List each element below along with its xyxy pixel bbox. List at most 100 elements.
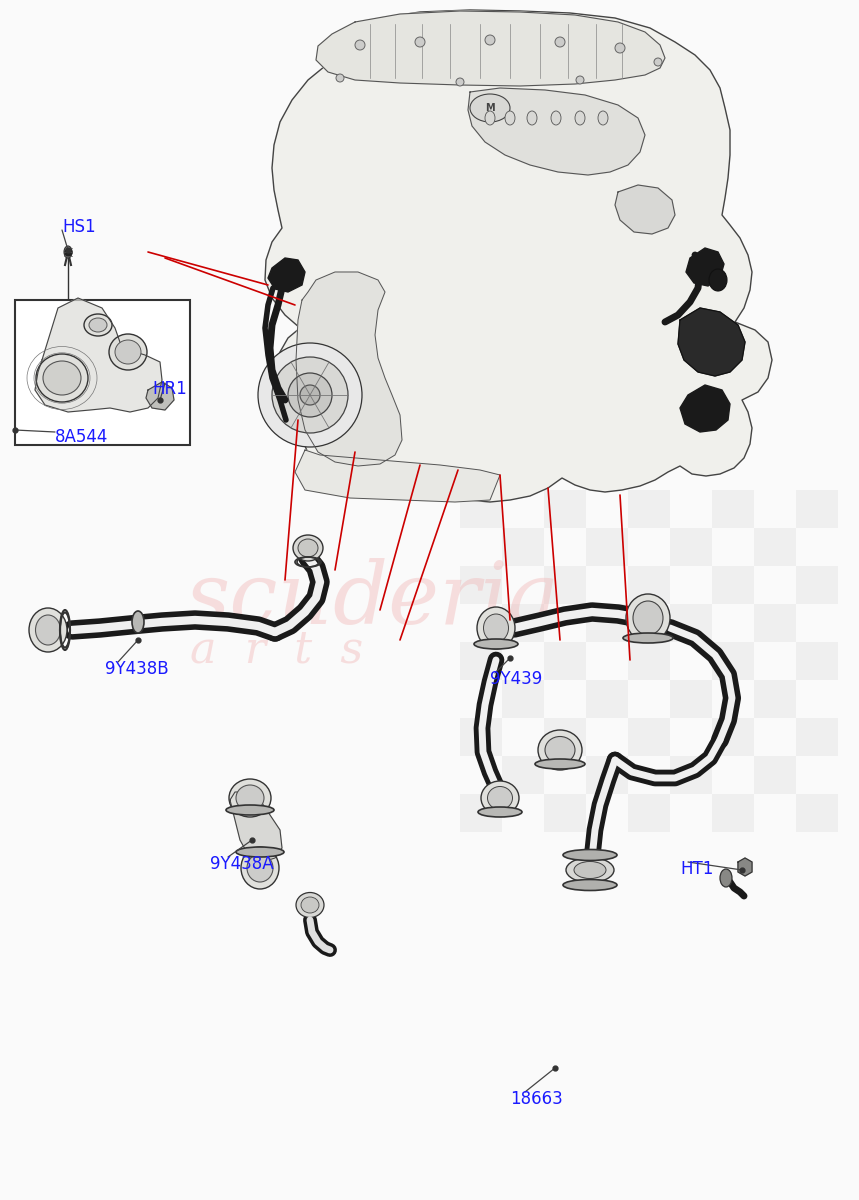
Ellipse shape: [272, 358, 348, 433]
Bar: [544, 718, 586, 756]
Polygon shape: [468, 88, 645, 175]
Ellipse shape: [720, 869, 732, 887]
Ellipse shape: [477, 607, 515, 649]
Ellipse shape: [563, 850, 617, 860]
Text: M: M: [485, 103, 495, 113]
Bar: [628, 794, 670, 832]
Ellipse shape: [535, 758, 585, 769]
Ellipse shape: [633, 601, 663, 635]
Bar: [670, 680, 712, 718]
Bar: [586, 756, 628, 794]
Bar: [628, 490, 670, 528]
Bar: [712, 642, 754, 680]
Polygon shape: [738, 858, 752, 876]
Ellipse shape: [258, 343, 362, 446]
Bar: [754, 604, 796, 642]
Ellipse shape: [505, 110, 515, 125]
Ellipse shape: [563, 880, 617, 890]
Ellipse shape: [236, 847, 284, 857]
Bar: [670, 756, 712, 794]
Bar: [586, 604, 628, 642]
Ellipse shape: [29, 608, 67, 652]
Bar: [670, 528, 712, 566]
Polygon shape: [686, 248, 724, 286]
Ellipse shape: [115, 340, 141, 364]
Ellipse shape: [288, 373, 332, 416]
Ellipse shape: [336, 74, 344, 82]
Ellipse shape: [474, 638, 518, 649]
Bar: [15, 300, 190, 445]
Bar: [460, 490, 502, 528]
Ellipse shape: [109, 334, 147, 370]
Polygon shape: [295, 450, 500, 502]
Bar: [460, 566, 502, 604]
Ellipse shape: [527, 110, 537, 125]
Ellipse shape: [709, 269, 727, 290]
Ellipse shape: [301, 898, 319, 913]
Polygon shape: [680, 385, 730, 432]
Ellipse shape: [355, 40, 365, 50]
Text: scuderia: scuderia: [185, 559, 559, 641]
Ellipse shape: [575, 110, 585, 125]
Polygon shape: [265, 10, 772, 502]
Bar: [586, 680, 628, 718]
Ellipse shape: [64, 246, 72, 258]
Bar: [460, 642, 502, 680]
Ellipse shape: [84, 314, 112, 336]
Bar: [544, 490, 586, 528]
Ellipse shape: [236, 785, 264, 811]
Polygon shape: [316, 11, 665, 86]
Bar: [544, 566, 586, 604]
Polygon shape: [146, 382, 174, 410]
Bar: [796, 566, 838, 604]
Ellipse shape: [566, 858, 614, 882]
Ellipse shape: [615, 43, 625, 53]
Bar: [712, 794, 754, 832]
Ellipse shape: [247, 854, 273, 882]
Ellipse shape: [488, 786, 513, 810]
Bar: [502, 756, 544, 794]
Ellipse shape: [226, 805, 274, 815]
Ellipse shape: [132, 611, 144, 634]
Text: HT1: HT1: [680, 860, 713, 878]
Ellipse shape: [654, 58, 662, 66]
Ellipse shape: [626, 594, 670, 642]
Ellipse shape: [478, 806, 522, 817]
Ellipse shape: [300, 385, 320, 404]
Bar: [460, 794, 502, 832]
Bar: [754, 756, 796, 794]
Ellipse shape: [229, 779, 271, 817]
Bar: [544, 642, 586, 680]
Bar: [502, 528, 544, 566]
Text: HR1: HR1: [152, 380, 186, 398]
Polygon shape: [35, 298, 162, 412]
Text: 9Y439: 9Y439: [490, 670, 542, 688]
Bar: [796, 718, 838, 756]
Ellipse shape: [43, 361, 81, 395]
Text: HS1: HS1: [62, 218, 95, 236]
Bar: [712, 718, 754, 756]
Bar: [628, 642, 670, 680]
Ellipse shape: [415, 37, 425, 47]
Bar: [628, 566, 670, 604]
Ellipse shape: [623, 634, 673, 643]
Ellipse shape: [293, 535, 323, 560]
Ellipse shape: [484, 614, 509, 642]
Bar: [796, 642, 838, 680]
Text: 9Y438A: 9Y438A: [210, 854, 274, 874]
Ellipse shape: [470, 94, 510, 122]
Ellipse shape: [538, 730, 582, 770]
Bar: [712, 566, 754, 604]
Ellipse shape: [296, 893, 324, 918]
Text: a  r  t  s: a r t s: [190, 629, 363, 672]
Bar: [586, 528, 628, 566]
Bar: [754, 528, 796, 566]
Ellipse shape: [551, 110, 561, 125]
Ellipse shape: [598, 110, 608, 125]
Polygon shape: [615, 185, 675, 234]
Bar: [460, 718, 502, 756]
Polygon shape: [678, 308, 745, 376]
Ellipse shape: [485, 35, 495, 44]
Ellipse shape: [35, 614, 60, 646]
Ellipse shape: [545, 737, 575, 763]
